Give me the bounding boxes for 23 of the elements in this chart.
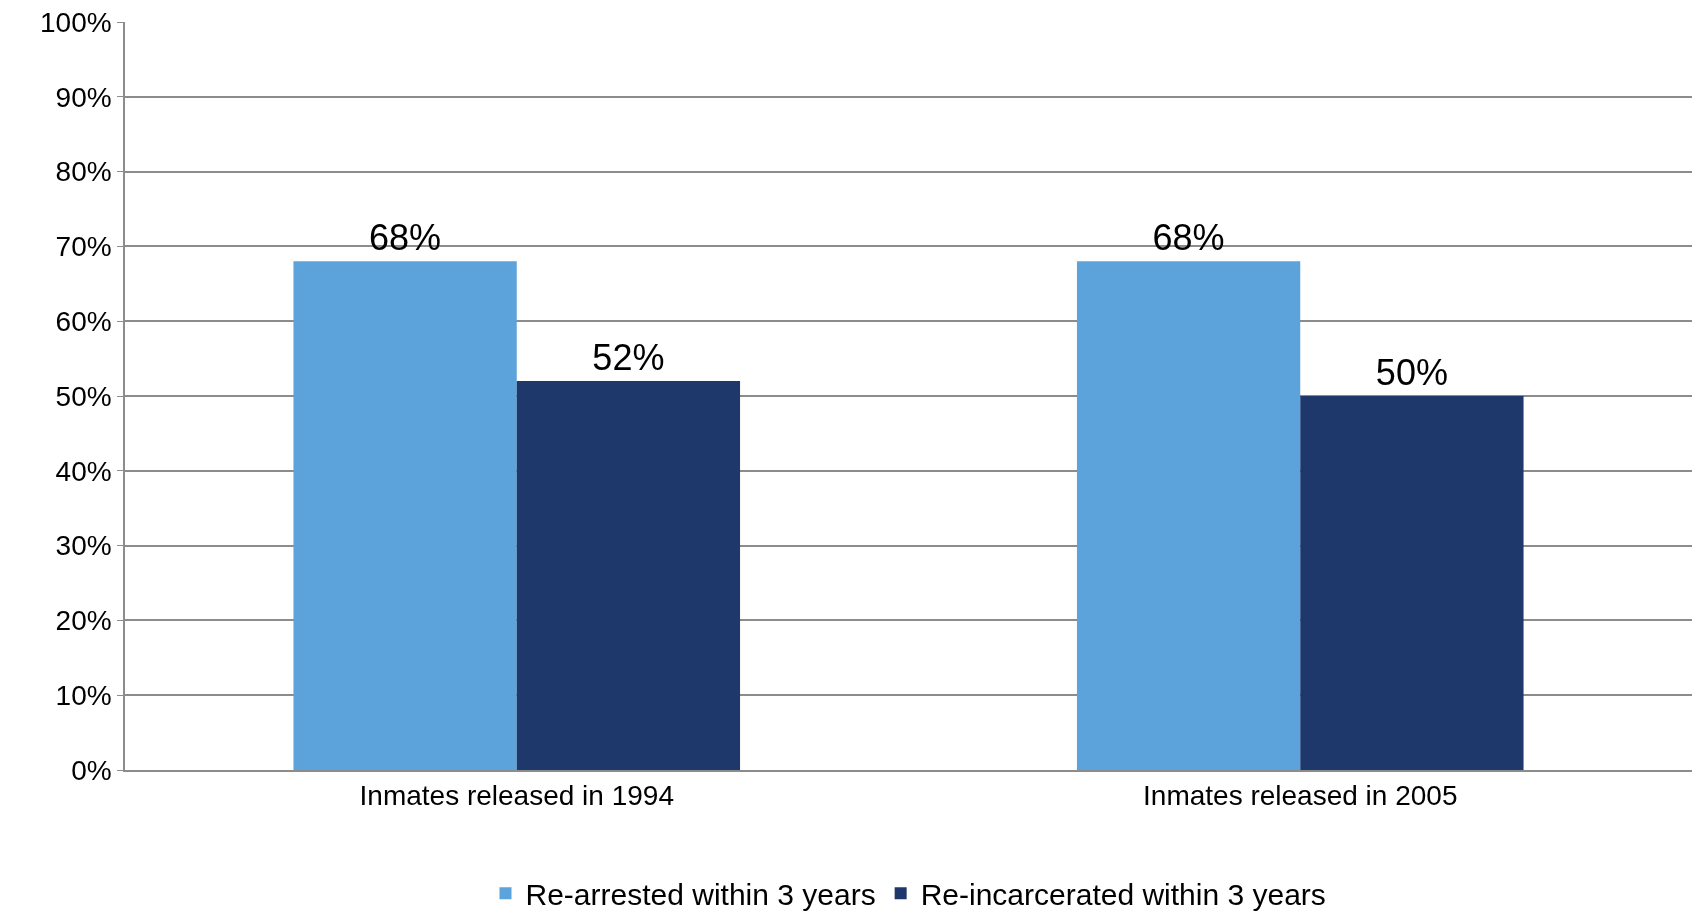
x-tick-label: Inmates released in 2005 xyxy=(1143,780,1458,812)
legend-label: Re-arrested within 3 years xyxy=(525,877,876,911)
y-tick-label: 10% xyxy=(55,680,112,711)
bar xyxy=(293,261,517,770)
y-tick-label: 100% xyxy=(40,6,112,38)
bar xyxy=(1300,396,1524,770)
legend-label: Re-incarcerated within 3 years xyxy=(920,877,1326,911)
y-tick-label: 0% xyxy=(71,754,112,786)
data-label: 52% xyxy=(592,337,665,379)
y-tick-label: 40% xyxy=(55,455,112,487)
y-tick-label: 70% xyxy=(55,231,112,263)
y-tick-label: 20% xyxy=(55,605,112,637)
y-tick-label: 90% xyxy=(55,81,112,113)
x-tick-label: Inmates released in 1994 xyxy=(359,780,674,812)
data-label: 50% xyxy=(1375,352,1448,393)
data-label: 68% xyxy=(369,217,442,259)
y-tick-label: 30% xyxy=(55,530,112,562)
y-tick-label: 50% xyxy=(55,380,112,412)
bar xyxy=(516,381,741,770)
bar xyxy=(1076,261,1301,770)
data-label: 68% xyxy=(1152,217,1225,259)
y-tick-label: 80% xyxy=(55,156,112,188)
y-tick-label: 60% xyxy=(55,306,112,337)
